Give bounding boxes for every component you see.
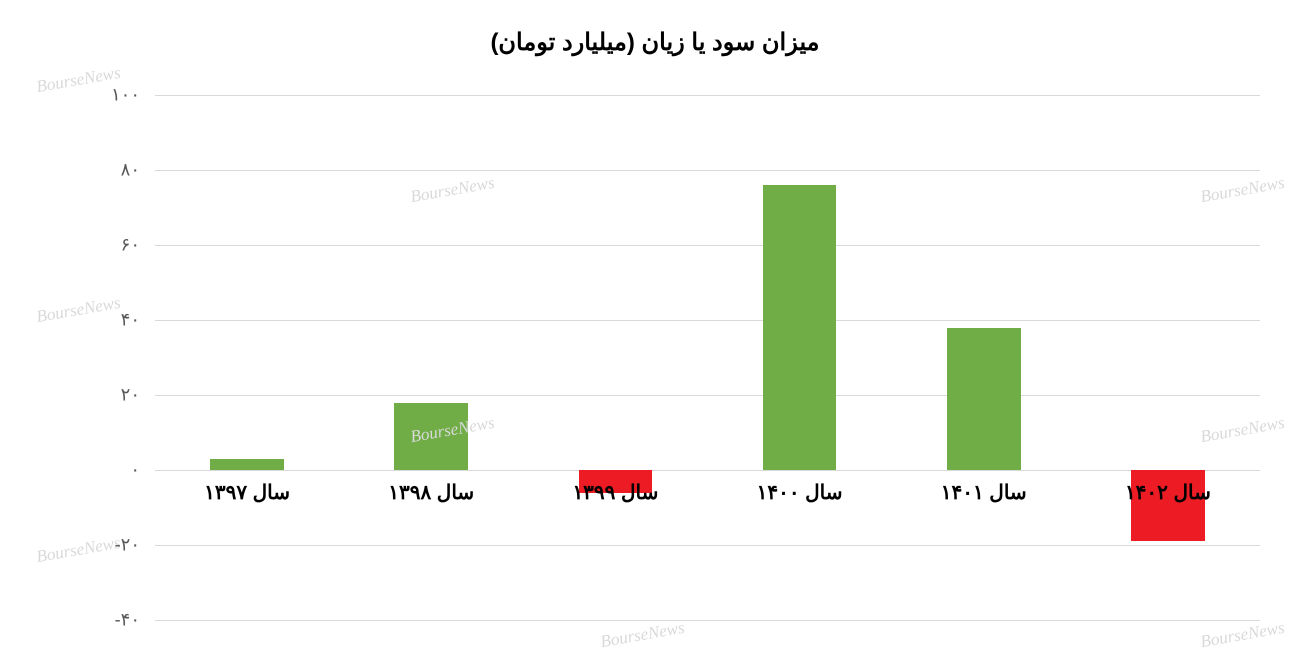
category-label: سال ۱۳۹۸: [339, 480, 523, 505]
gridline: [155, 170, 1260, 171]
watermark: BourseNews: [1199, 618, 1286, 652]
y-tick-label: ۲۰-: [115, 535, 140, 556]
gridline: [155, 395, 1260, 396]
watermark: BourseNews: [35, 293, 122, 327]
gridline: [155, 245, 1260, 246]
gridline: [155, 320, 1260, 321]
gridline: [155, 95, 1260, 96]
gridline: [155, 545, 1260, 546]
category-label: سال ۱۳۹۷: [155, 480, 339, 505]
y-tick-label: ۶۰: [121, 235, 140, 256]
watermark: BourseNews: [35, 533, 122, 567]
bar: [210, 459, 284, 470]
bar: [394, 403, 468, 471]
y-tick-label: ۸۰: [121, 160, 140, 181]
watermark: BourseNews: [35, 63, 122, 97]
plot-area: [155, 95, 1260, 620]
y-tick-label: ۲۰: [121, 385, 140, 406]
bar: [763, 185, 837, 470]
y-tick-label: ۴۰: [121, 310, 140, 331]
gridline: [155, 620, 1260, 621]
y-tick-label: ۴۰-: [115, 610, 140, 631]
watermark: BourseNews: [599, 618, 686, 652]
bar: [947, 328, 1021, 471]
category-label: سال ۱۳۹۹: [523, 480, 707, 505]
y-tick-label: ۱۰۰: [111, 85, 140, 106]
category-label: سال ۱۴۰۱: [892, 480, 1076, 505]
chart-container: میزان سود یا زیان (میلیارد تومان) Bourse…: [0, 0, 1310, 666]
category-label: سال ۱۴۰۲: [1076, 480, 1260, 505]
gridline: [155, 470, 1260, 471]
category-label: سال ۱۴۰۰: [708, 480, 892, 505]
chart-title: میزان سود یا زیان (میلیارد تومان): [0, 28, 1310, 57]
y-tick-label: ۰: [130, 460, 140, 481]
